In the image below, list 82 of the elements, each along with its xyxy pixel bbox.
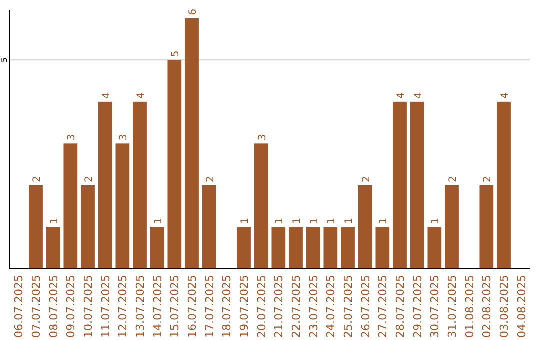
- bar: [133, 102, 147, 269]
- bar: [98, 102, 112, 269]
- data-label: 1: [240, 218, 251, 224]
- data-label: 4: [396, 92, 407, 99]
- data-label: 2: [361, 176, 372, 182]
- bar: [168, 60, 182, 269]
- bar: [202, 185, 216, 269]
- data-label: 1: [430, 218, 442, 224]
- bar: [306, 227, 320, 269]
- data-label: 6: [188, 8, 199, 16]
- x-tick-label: 07.07.2025: [30, 275, 43, 338]
- data-label: 4: [500, 92, 511, 99]
- x-tick-label: 20.07.2025: [255, 275, 268, 338]
- bar: [81, 185, 95, 269]
- data-label: 1: [274, 218, 286, 224]
- bar: [428, 227, 442, 269]
- x-tick-label: 28.07.2025: [394, 275, 407, 338]
- x-tick-label: 30.07.2025: [428, 275, 442, 338]
- x-tick-label: 12.07.2025: [116, 275, 130, 338]
- data-label: 4: [413, 92, 424, 99]
- x-tick-label: 10.07.2025: [82, 275, 95, 338]
- x-tick-label: 04.08.2025: [515, 275, 528, 338]
- bar: [116, 144, 130, 269]
- x-tick-label: 15.07.2025: [168, 275, 182, 338]
- x-tick-label: 22.07.2025: [290, 275, 303, 338]
- x-tick-label: 29.07.2025: [411, 275, 424, 338]
- x-tick-label: 25.07.2025: [342, 275, 355, 338]
- bar: [341, 227, 355, 269]
- bar: [358, 185, 372, 269]
- bar: [272, 227, 286, 269]
- bar: [480, 185, 494, 269]
- bar: [150, 227, 164, 269]
- x-tick-label: 21.07.2025: [272, 275, 286, 338]
- data-label: 4: [136, 92, 147, 99]
- data-label: 1: [326, 218, 338, 224]
- data-label: 2: [205, 176, 216, 182]
- data-label: 1: [309, 218, 320, 224]
- bar: [29, 185, 43, 269]
- bar: [289, 227, 303, 269]
- bar: [64, 144, 78, 269]
- x-tick-label: 18.07.2025: [220, 275, 234, 338]
- x-tick-label: 19.07.2025: [238, 275, 251, 338]
- data-label: 2: [84, 176, 95, 182]
- bar: [185, 18, 199, 269]
- x-tick-label: 26.07.2025: [359, 275, 372, 338]
- data-label: 1: [378, 218, 390, 224]
- x-tick-label: 01.08.2025: [463, 275, 476, 338]
- data-label: 2: [482, 176, 494, 182]
- data-label: 3: [118, 134, 130, 141]
- bar: [46, 227, 60, 269]
- data-label: 3: [257, 134, 268, 141]
- x-tick-label: 13.07.2025: [134, 275, 147, 338]
- data-label: 1: [49, 218, 60, 224]
- x-tick-label: 14.07.2025: [151, 275, 164, 338]
- x-tick-label: 16.07.2025: [186, 275, 199, 338]
- data-label: 1: [292, 218, 303, 224]
- data-label: 5: [170, 50, 182, 58]
- bar: [445, 185, 459, 269]
- x-tick-label: 03.08.2025: [498, 275, 511, 338]
- x-tick-label: 31.07.2025: [446, 275, 459, 338]
- data-label: 1: [153, 218, 164, 224]
- bar: [254, 144, 268, 269]
- data-label: 4: [101, 92, 112, 99]
- x-tick-label: 08.07.2025: [47, 275, 60, 338]
- x-tick-label: 17.07.2025: [203, 275, 216, 338]
- bar: [410, 102, 424, 269]
- data-label: 1: [344, 218, 355, 224]
- bar: [237, 227, 251, 269]
- bar: [393, 102, 407, 269]
- x-tick-label: 11.07.2025: [99, 275, 112, 338]
- bar: [497, 102, 511, 269]
- data-label: 2: [448, 176, 459, 182]
- x-tick-label: 23.07.2025: [307, 275, 320, 338]
- x-tick-label: 09.07.2025: [64, 275, 78, 338]
- data-label: 2: [32, 176, 43, 182]
- data-label: 3: [66, 134, 78, 141]
- bar: [376, 227, 390, 269]
- x-tick-label: 24.07.2025: [324, 275, 338, 338]
- x-tick-label: 06.07.2025: [12, 275, 26, 338]
- bar: [324, 227, 338, 269]
- x-tick-label: 27.07.2025: [376, 275, 390, 338]
- x-tick-label: 02.08.2025: [480, 275, 494, 338]
